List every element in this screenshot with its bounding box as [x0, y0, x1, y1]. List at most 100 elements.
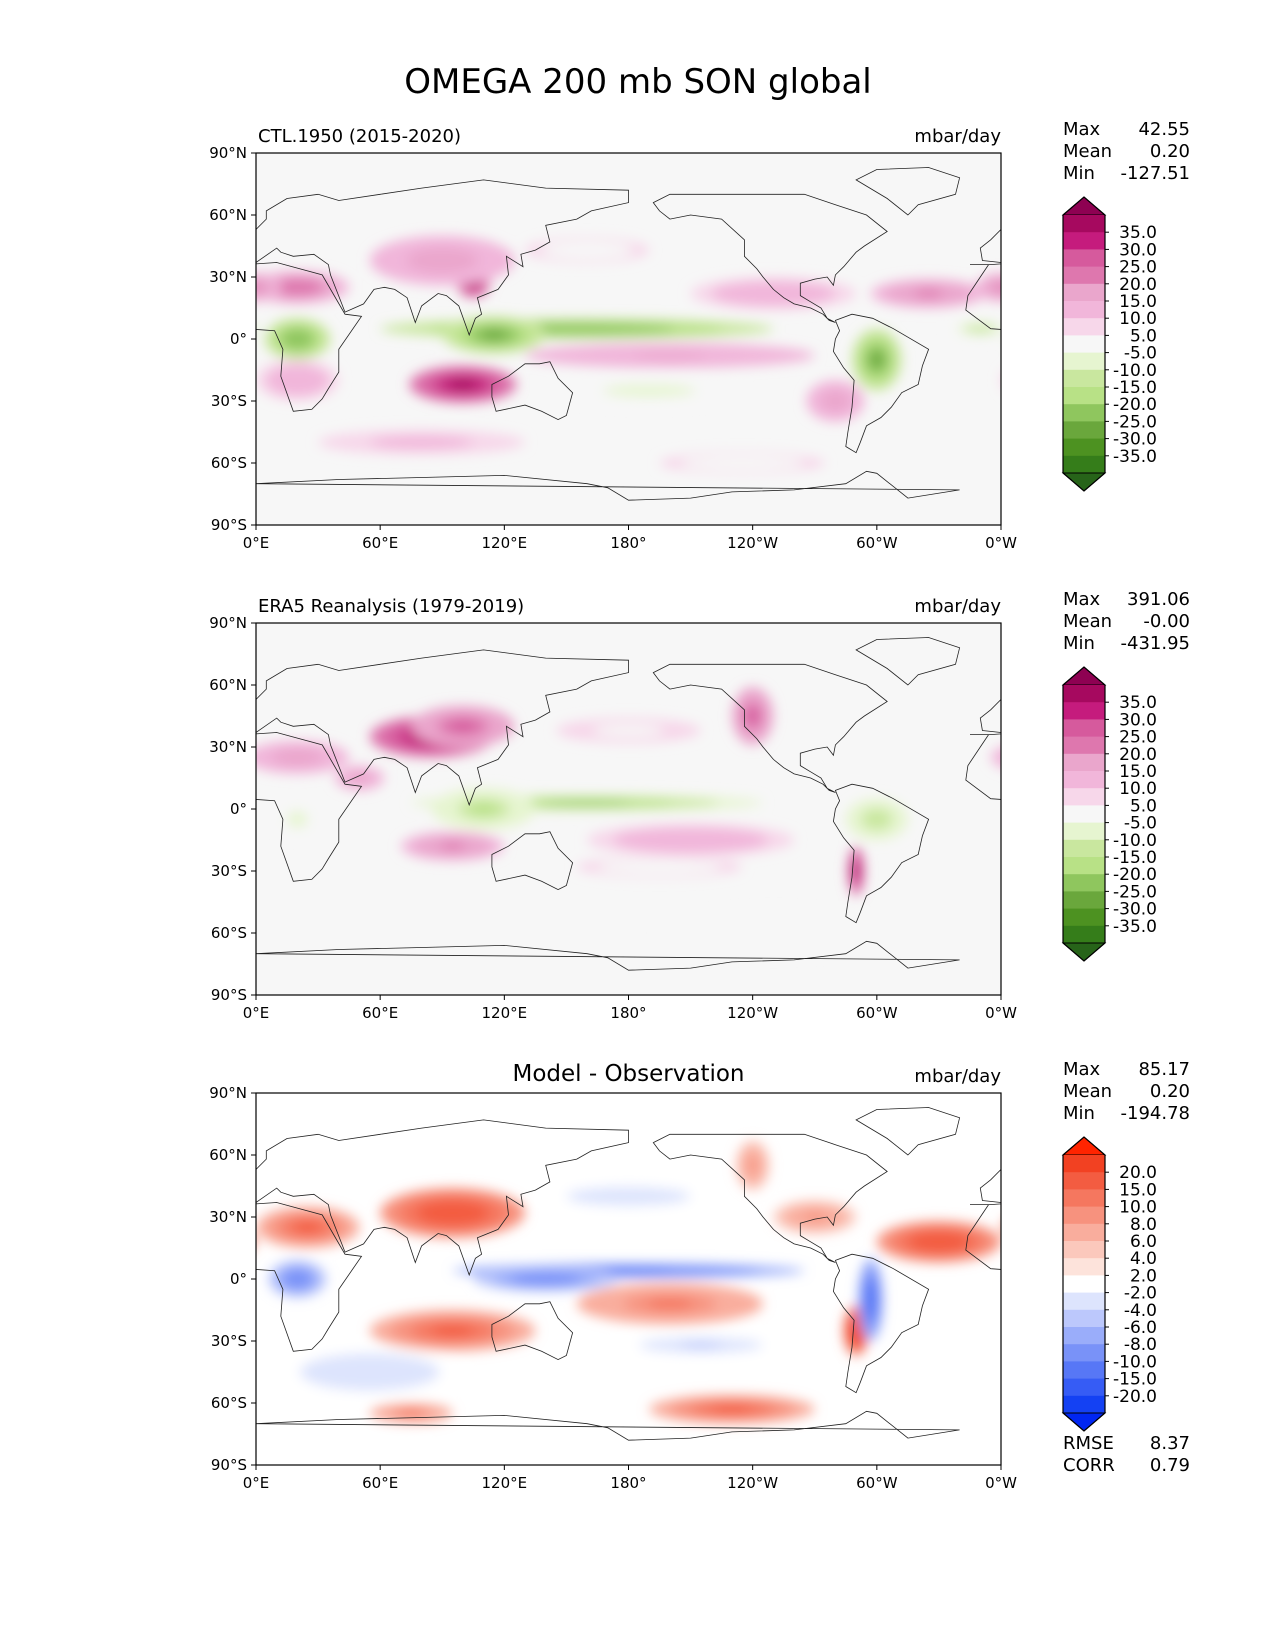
colorbar-segment — [1063, 1258, 1105, 1276]
field-anomaly — [0, 687, 28, 745]
colorbar-segment — [1063, 1275, 1105, 1294]
coastline — [0, 1134, 142, 1262]
field-anomaly — [1181, 375, 1235, 394]
coastline — [88, 314, 183, 453]
panel-title: ERA5 Reanalysis (1979-2019) — [258, 596, 524, 617]
field-anomaly — [1200, 797, 1275, 809]
ytick-label: 90°N — [209, 1084, 247, 1102]
field-anomaly — [1177, 1326, 1218, 1336]
panel-1: 90°N 60°N 30°N 0° 30°S 60°S 90°S0°E 60°E 120°E 18… — [0, 119, 1235, 552]
field-anomaly — [284, 753, 311, 762]
colorbar-segment — [1063, 891, 1105, 910]
field-anomaly — [0, 795, 18, 812]
coastline — [1237, 832, 1275, 890]
ytick-label: 30°S — [211, 1332, 247, 1350]
colorbar-segment — [1063, 839, 1105, 858]
stat-value: -127.51 — [1121, 163, 1190, 184]
field-anomaly — [1180, 1207, 1216, 1219]
xtick-label: 60°W — [856, 534, 898, 552]
ytick-label: 30°S — [211, 392, 247, 410]
stat-value: 85.17 — [1138, 1059, 1190, 1080]
colorbar-segment — [1063, 266, 1105, 285]
field-anomaly — [1202, 269, 1235, 298]
field-anomaly — [0, 281, 91, 306]
ytick-label: 90°N — [209, 144, 247, 162]
field-anomaly — [1172, 839, 1224, 853]
field-anomaly — [1156, 795, 1275, 812]
field-anomaly — [0, 1398, 49, 1420]
field-anomaly — [0, 1402, 28, 1416]
field-anomaly — [395, 439, 448, 446]
coastline — [111, 638, 215, 686]
field-anomaly — [1021, 1265, 1064, 1293]
field-anomaly — [1198, 1264, 1275, 1278]
panel-title: Model - Observation — [512, 1061, 744, 1087]
field-anomaly — [1032, 811, 1053, 828]
field-anomaly — [914, 289, 944, 298]
colorbar-max-extension — [1061, 1136, 1107, 1156]
coastline — [652, 193, 888, 323]
colorbar-segment — [1063, 925, 1105, 944]
field-anomaly — [1218, 1267, 1275, 1292]
coastline — [256, 649, 629, 807]
stat-label: Max — [1063, 589, 1101, 610]
stat-value: 391.06 — [1127, 589, 1190, 610]
coastline — [965, 1203, 1001, 1270]
ytick-label: 90°N — [209, 614, 247, 632]
xtick-label: 180° — [610, 1474, 646, 1492]
coastline — [855, 637, 961, 686]
field-anomaly — [3, 709, 13, 723]
xtick-label: 0°E — [243, 1474, 270, 1492]
xtick-label: 0°W — [985, 1004, 1017, 1022]
ytick-label: 90°S — [211, 986, 247, 1004]
field-anomaly — [119, 1279, 131, 1320]
field-anomaly — [49, 1209, 90, 1226]
colorbar-label: -2.0 — [1124, 1284, 1157, 1304]
field-anomaly — [854, 864, 859, 878]
panel-title: CTL.1950 (2015-2020) — [258, 126, 461, 147]
stat-value: -431.95 — [1121, 633, 1190, 654]
field-anomaly — [990, 747, 1001, 768]
field-anomaly — [318, 1431, 360, 1437]
field-anomaly — [284, 283, 311, 292]
colorbar-segment — [1063, 1206, 1105, 1225]
coastline — [491, 361, 574, 421]
field-anomaly — [0, 277, 111, 310]
field-anomaly — [289, 333, 306, 345]
panel-units: mbar/day — [914, 126, 1001, 147]
field-anomaly — [69, 386, 112, 417]
field-anomaly — [571, 247, 603, 254]
field-anomaly — [470, 803, 497, 815]
colorbar-label: -15.0 — [1113, 1370, 1157, 1390]
ytick-label: 60°S — [211, 924, 247, 942]
colorbar-segment — [1063, 1292, 1105, 1311]
colorbar-outline — [1062, 196, 1106, 492]
ytick-label: 30°N — [209, 268, 247, 286]
coastline — [0, 941, 215, 970]
coastline — [652, 663, 888, 793]
colorbar-segment — [1063, 1344, 1105, 1362]
metric-value: 0.79 — [1150, 1455, 1190, 1476]
map-field — [0, 153, 1235, 525]
xtick-label: 60°E — [362, 1474, 398, 1492]
field-anomaly — [105, 852, 117, 889]
colorbar-label: -35.0 — [1113, 447, 1157, 467]
colorbar-segment — [1063, 1172, 1105, 1190]
field-anomaly — [113, 1258, 138, 1341]
colorbar-segment — [1063, 352, 1105, 371]
field-anomaly — [1032, 375, 1053, 385]
coastline — [832, 783, 930, 924]
field-anomaly — [664, 835, 717, 845]
ytick-label: 0° — [230, 800, 247, 818]
field-anomaly — [1203, 799, 1255, 820]
field-anomaly — [1151, 248, 1223, 273]
coastline — [491, 831, 574, 891]
field-anomaly — [1190, 794, 1268, 825]
field-anomaly — [0, 455, 59, 470]
field-anomaly — [0, 824, 49, 857]
colorbar-segment — [1063, 1309, 1105, 1328]
field-anomaly — [1037, 815, 1047, 823]
ytick-label: 60°N — [209, 1146, 247, 1164]
field-anomaly — [449, 379, 477, 390]
field-anomaly — [633, 352, 707, 359]
